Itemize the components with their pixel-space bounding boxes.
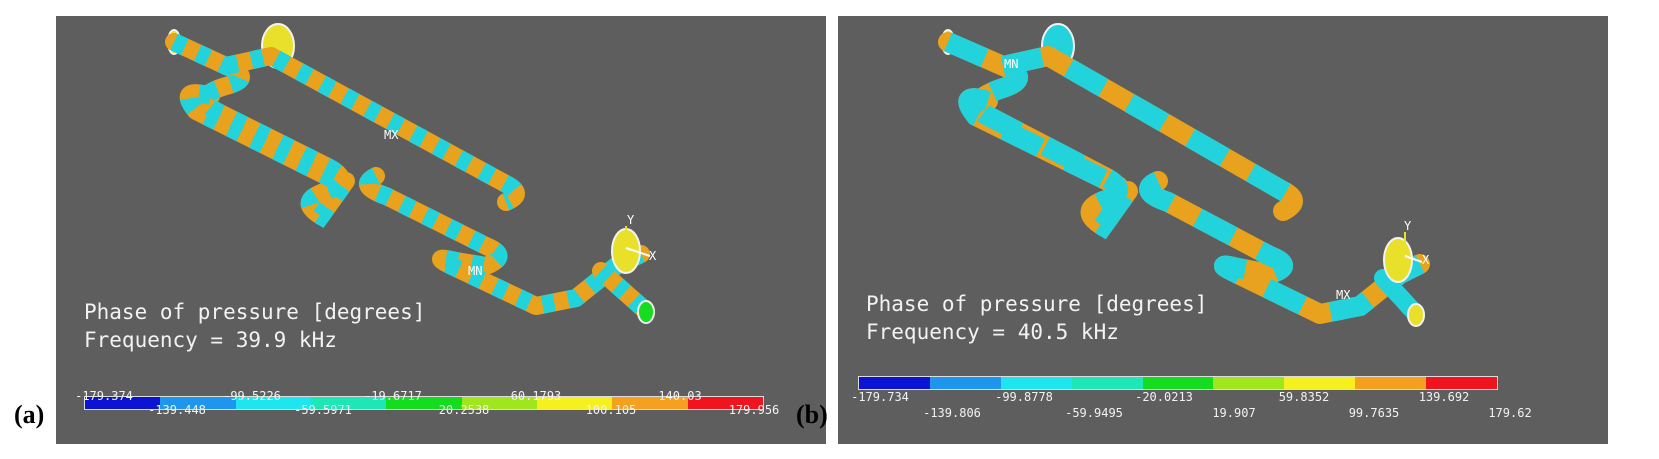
axis-y-label-b: Y: [1404, 219, 1412, 233]
pipe-bands-b: [944, 32, 1425, 325]
colorbar-seg: [859, 377, 930, 389]
colorbar-seg: [1355, 377, 1427, 389]
colorbar-seg: [687, 397, 763, 409]
colorbar-seg: [1213, 377, 1285, 389]
panel-a: MX MN Y X Phase of pressure [degrees] Fr…: [56, 16, 826, 444]
colorbar-seg: [536, 397, 613, 409]
colorbar-seg: [386, 397, 462, 409]
panel-a-label: (a): [14, 400, 45, 429]
axis-x-label-a: X: [649, 249, 657, 263]
colorbar-seg: [1142, 377, 1214, 389]
pipe-body-a: [165, 33, 650, 315]
caption-title-b: Phase of pressure [degrees]: [866, 292, 1208, 316]
colorbar-seg: [461, 397, 537, 409]
colorbar-seg: [1426, 377, 1498, 389]
axis-y-label-a: Y: [627, 213, 635, 227]
colorbar-seg: [1071, 377, 1143, 389]
panel-b: MN MX Y X Phase of pressure [degrees] Fr…: [838, 16, 1608, 444]
colorbar-a: [84, 396, 764, 410]
colorbar-seg: [310, 397, 387, 409]
axis-x-label-b: X: [1422, 253, 1430, 267]
colorbar-seg: [85, 397, 161, 409]
pipe-model-b: MN MX Y X: [938, 23, 1430, 327]
colorbar-b: [858, 376, 1498, 390]
colorbar-seg: [1000, 377, 1072, 389]
marker-max-b: MX: [1336, 288, 1351, 302]
colorbar-seg: [235, 397, 311, 409]
marker-max-a: MX: [384, 128, 399, 142]
outlet-flange-a: [637, 300, 655, 324]
pipe-bands-a: [170, 33, 645, 316]
colorbar-seg: [612, 397, 688, 409]
colorbar-seg: [929, 377, 1001, 389]
colorbar-seg: [160, 397, 236, 409]
panel-b-label: (b): [796, 400, 828, 429]
pipe-model-a: MX MN Y X: [165, 23, 657, 324]
caption-frequency-b: Frequency = 40.5 kHz: [866, 320, 1119, 344]
marker-min-b: MN: [1004, 57, 1018, 71]
caption-title-a: Phase of pressure [degrees]: [84, 300, 426, 324]
marker-min-a: MN: [468, 264, 482, 278]
flange-right-b: [1383, 237, 1413, 283]
caption-frequency-a: Frequency = 39.9 kHz: [84, 328, 337, 352]
outlet-flange-b: [1407, 303, 1425, 327]
colorbar-seg: [1284, 377, 1356, 389]
